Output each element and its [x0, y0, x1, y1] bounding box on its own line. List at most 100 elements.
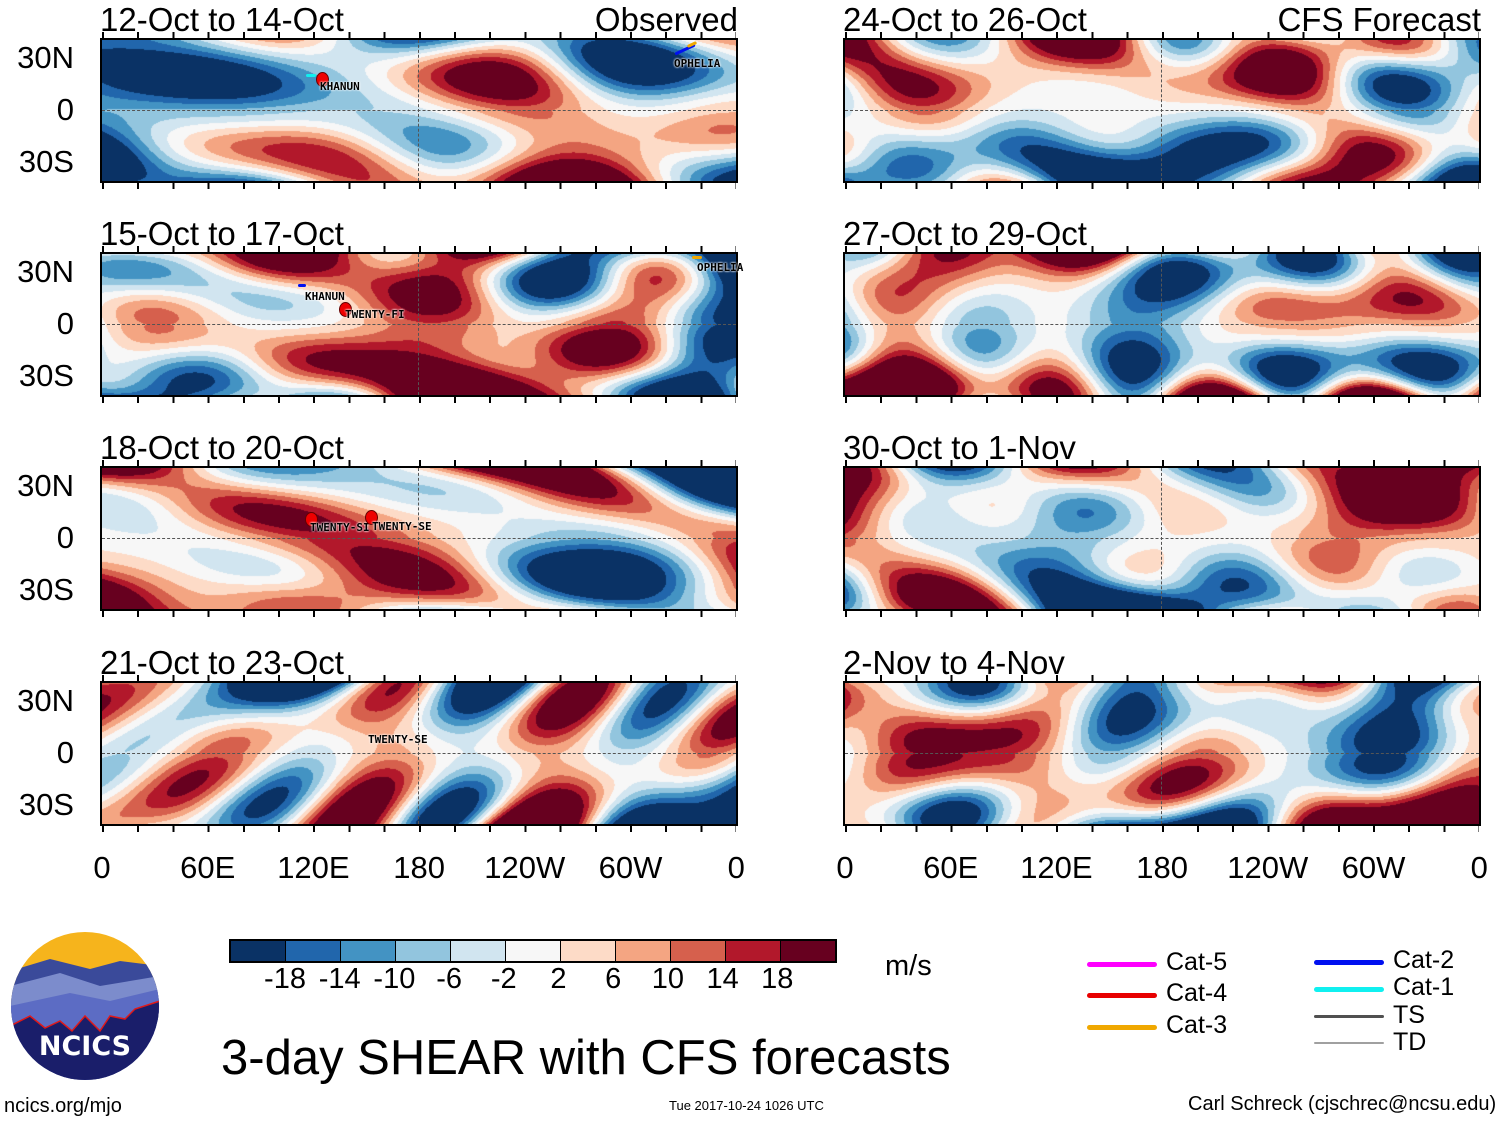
dateline	[418, 254, 419, 395]
equator-line	[845, 538, 1479, 539]
lon-label: 60E	[180, 850, 236, 885]
equator-line	[102, 110, 736, 111]
colorbar-tick: -18	[264, 963, 306, 995]
colorbar-tick: -6	[436, 963, 462, 995]
lon-ticks	[102, 460, 736, 468]
storm-icon	[305, 512, 318, 527]
lat-label: 30N	[17, 683, 74, 718]
legend-label: TD	[1393, 1028, 1427, 1056]
dateline	[418, 40, 419, 181]
lon-ticks	[102, 246, 736, 254]
figure-title: 3-day SHEAR with CFS forecasts	[221, 1031, 951, 1085]
lon-label: 0	[1470, 850, 1488, 885]
lon-ticks	[102, 824, 736, 832]
colorbar-tick: 2	[550, 963, 567, 995]
lon-label: 180	[1136, 850, 1188, 885]
storm-icon	[339, 302, 352, 317]
colorbar-tick: 18	[761, 963, 794, 995]
panel-title: 30-Oct to 1-Nov	[843, 429, 1076, 466]
logo-text: NCICS	[39, 1031, 131, 1062]
ncics-logo: NCICS	[11, 932, 159, 1080]
equator-line	[845, 324, 1479, 325]
colorbar-tick: -10	[373, 963, 416, 995]
lon-label: 0	[93, 850, 111, 885]
map-panel	[843, 675, 1481, 832]
map-panel: KHANUN OPHELIA	[100, 32, 738, 189]
colorbar-swatch	[341, 941, 396, 961]
colorbar-swatch	[286, 941, 341, 961]
panel-title: 2-Nov to 4-Nov	[843, 644, 1065, 681]
storm-name: OPHELIA	[674, 57, 721, 70]
lat-label: 30N	[17, 468, 74, 503]
lon-label: 60W	[1341, 850, 1406, 885]
storm-name: OPHELIA	[697, 261, 744, 274]
panel-tag: Observed	[594, 1, 738, 38]
storm-name: TWENTY-SE	[368, 733, 428, 746]
equator-line	[845, 110, 1479, 111]
lon-ticks	[102, 181, 736, 189]
lon-ticks	[845, 395, 1479, 403]
equator-line	[102, 538, 736, 539]
lon-ticks	[845, 246, 1479, 254]
colorbar-tick: 10	[651, 963, 685, 995]
dateline	[1161, 254, 1162, 395]
timestamp: Tue 2017-10-24 1026 UTC	[669, 1098, 824, 1113]
author-credit: Carl Schreck (cjschrec@ncsu.edu)	[1188, 1093, 1497, 1115]
colorbar	[229, 939, 837, 963]
lon-label: 60E	[923, 850, 979, 885]
lon-ticks	[845, 824, 1479, 832]
legend-label: Cat-1	[1393, 973, 1455, 1001]
dateline	[1161, 40, 1162, 181]
lon-label: 0	[727, 850, 745, 885]
panel-title: 27-Oct to 29-Oct	[843, 215, 1087, 252]
equator-line	[102, 324, 736, 325]
lat-label: 30S	[18, 572, 74, 607]
storm-name: KHANUN	[305, 290, 345, 303]
colorbar-swatch	[671, 941, 726, 961]
lon-label: 0	[836, 850, 854, 885]
colorbar-swatch	[726, 941, 781, 961]
storm-name: TWENTY-SI	[310, 521, 370, 534]
colorbar-swatch	[451, 941, 506, 961]
storm-icon	[316, 72, 329, 87]
lon-label: 180	[393, 850, 445, 885]
legend-line	[1314, 987, 1384, 992]
storm-track	[298, 284, 306, 287]
legend-label: TS	[1393, 1001, 1425, 1029]
legend-line	[1314, 1015, 1384, 1018]
lon-ticks	[845, 460, 1479, 468]
panel-title: 15-Oct to 17-Oct	[100, 215, 344, 252]
storm-track	[306, 74, 316, 77]
lat-label: 30N	[17, 40, 74, 75]
legend-line	[1087, 962, 1157, 967]
colorbar-swatch	[781, 941, 835, 961]
lon-label: 120W	[484, 850, 566, 885]
lat-label: 0	[56, 735, 74, 770]
legend-label: Cat-2	[1393, 946, 1455, 974]
colorbar-swatch	[506, 941, 561, 961]
colorbar-tick: -2	[490, 963, 517, 995]
lon-ticks	[845, 609, 1479, 617]
lon-label: 120W	[1227, 850, 1309, 885]
panel-title: 12-Oct to 14-Oct	[100, 1, 344, 38]
colorbar-swatch	[561, 941, 616, 961]
url-text[interactable]: ncics.org/mjo	[4, 1095, 122, 1117]
legend-line	[1087, 993, 1157, 998]
lon-ticks	[845, 181, 1479, 189]
lon-ticks	[102, 675, 736, 683]
lon-label: 60W	[598, 850, 663, 885]
lat-label: 30S	[18, 358, 74, 393]
storm-name: TWENTY-FI	[345, 308, 405, 321]
lat-label: 30S	[18, 787, 74, 822]
lat-label: 30S	[18, 144, 74, 179]
legend-label: Cat-5	[1166, 948, 1228, 976]
dateline	[418, 468, 419, 609]
lat-label: 0	[56, 520, 74, 555]
lon-ticks	[102, 609, 736, 617]
colorbar-tick: 6	[605, 963, 622, 995]
equator-line	[845, 753, 1479, 754]
dateline	[418, 683, 419, 824]
map-panel	[843, 246, 1481, 403]
colorbar-swatch	[396, 941, 451, 961]
